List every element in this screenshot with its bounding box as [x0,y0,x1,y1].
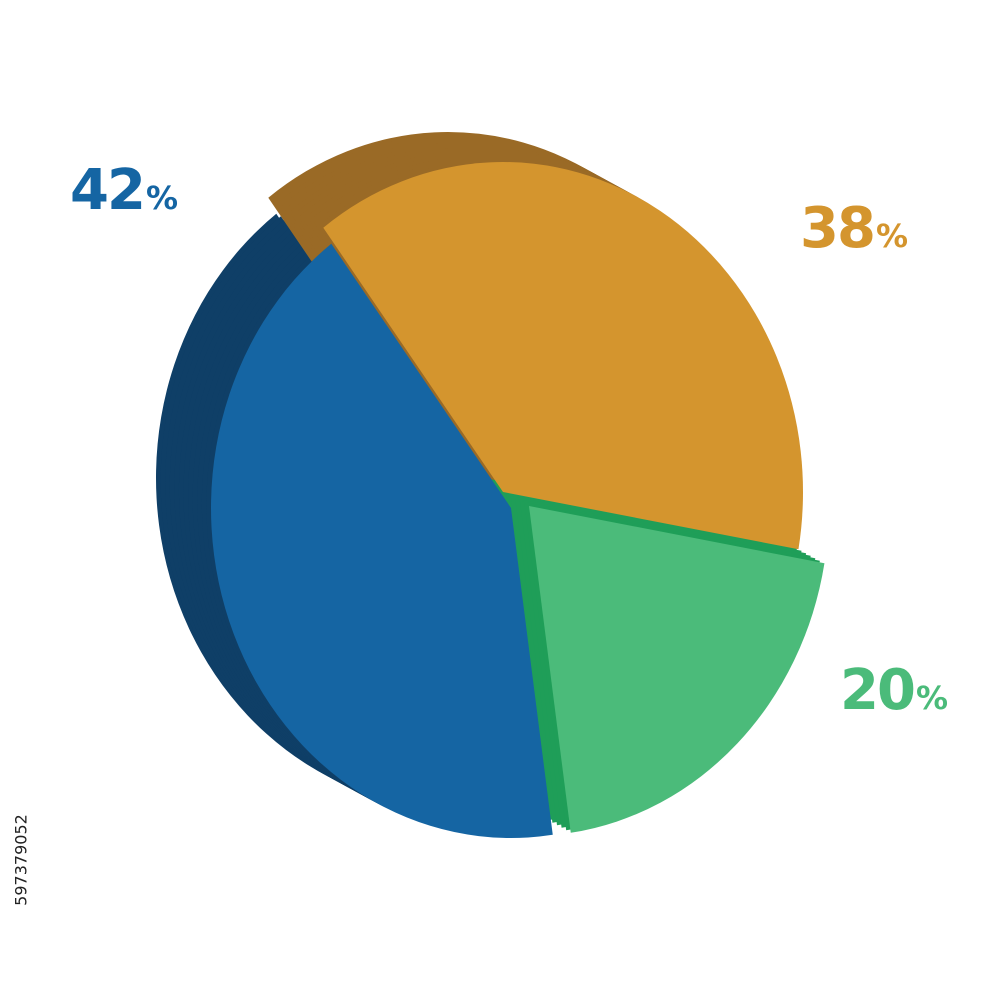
slice-label-42: 42% [70,158,178,223]
slice-label-value: 20 [840,658,916,723]
slice-label-value: 38 [800,196,876,261]
slice-label-unit: % [875,217,908,255]
slice-label-38: 38% [800,196,908,261]
slice-label-20: 20% [840,658,948,723]
stock-id-watermark: 597379052 [6,760,36,960]
slice-label-unit: % [915,679,948,717]
pie-slice-20 [529,506,825,833]
pie-slice-42 [211,243,553,838]
slice-label-unit: % [145,179,178,217]
slice-label-value: 42 [70,158,146,223]
stock-id-text: 597379052 [11,814,31,906]
pie-slice-38 [323,161,803,550]
